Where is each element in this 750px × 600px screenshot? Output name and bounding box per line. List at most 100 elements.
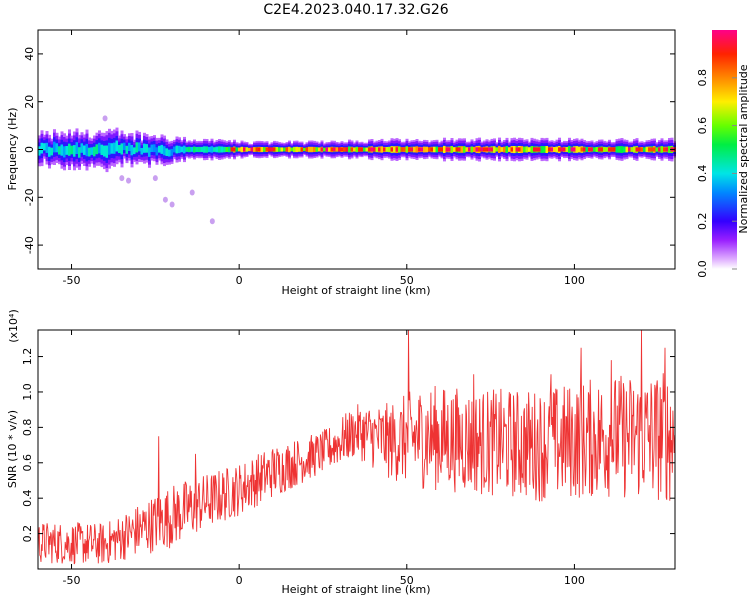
spectrogram-cell xyxy=(105,145,109,158)
spectrogram-cell xyxy=(118,145,121,153)
spectrogram-cell xyxy=(180,146,184,153)
spectrogram-cell xyxy=(660,146,664,153)
spectrogram-cell xyxy=(585,147,589,152)
spectrogram-cell xyxy=(143,143,146,153)
spectrogram-x-tick-label: -50 xyxy=(63,274,81,287)
spectrogram-cell xyxy=(150,144,154,152)
spectrogram-cell xyxy=(80,143,84,153)
snr-x-tick-label: 100 xyxy=(564,574,585,587)
spectrogram-x-tick-label: 0 xyxy=(236,274,243,287)
spectrogram-cell xyxy=(425,146,429,153)
spectrogram-cell xyxy=(245,147,249,152)
spectrogram-cell xyxy=(458,147,461,152)
spectrogram-cell xyxy=(503,146,506,153)
spectrogram-cell xyxy=(333,147,336,152)
spectrogram-cell xyxy=(500,147,504,152)
spectrogram-cell xyxy=(325,147,329,152)
spectrogram-blob xyxy=(152,175,158,182)
colorbar-tick-label: 0.2 xyxy=(696,212,709,230)
spectrogram-cell xyxy=(663,147,666,152)
spectrogram-cell xyxy=(573,147,576,152)
spectrogram-cell xyxy=(533,147,536,152)
spectrogram-cell xyxy=(568,146,571,153)
spectrogram-cell xyxy=(170,148,174,156)
spectrogram-cell xyxy=(190,147,194,152)
spectrogram-cell xyxy=(263,147,266,152)
spectrogram-cell xyxy=(268,147,271,152)
colorbar-ticks: 0.0 0.2 0.4 0.6 0.8 xyxy=(696,69,737,278)
spectrogram-cell xyxy=(233,147,236,152)
spectrogram-cell xyxy=(273,147,276,152)
spectrogram-cell xyxy=(543,146,546,153)
spectrogram-x-tick-label: 100 xyxy=(564,274,585,287)
spectrogram-cell xyxy=(650,147,654,152)
spectrogram-cell xyxy=(548,147,551,152)
spectrogram-cell xyxy=(485,147,489,152)
spectrogram-cell xyxy=(510,147,514,152)
spectrogram-cell xyxy=(165,148,169,156)
spectrogram-cell xyxy=(445,147,449,152)
spectrogram-cell xyxy=(405,146,409,153)
spectrogram-cell xyxy=(540,146,544,153)
spectrogram-cell xyxy=(665,147,669,152)
spectrogram-cell xyxy=(38,146,41,156)
spectrogram-cell xyxy=(538,147,541,152)
spectrogram-cell xyxy=(215,146,219,153)
spectrogram-cell xyxy=(130,145,134,156)
spectrogram-cell xyxy=(600,147,604,152)
spectrogram-cell xyxy=(300,147,304,152)
spectrogram-cell xyxy=(380,146,384,153)
spectrogram-cell xyxy=(278,147,281,152)
spectrogram-cell xyxy=(115,140,119,152)
spectrogram-cell xyxy=(433,146,436,153)
spectrogram-cell xyxy=(185,147,189,152)
spectrogram-cell xyxy=(275,147,279,152)
snr-panel: -50 0 50 100 0.2 0.4 0.6 0.8 1.0 1.2 Height of st… xyxy=(6,309,676,596)
spectrogram-cell xyxy=(440,147,444,152)
spectrogram-cell xyxy=(448,147,451,152)
spectrogram-cell xyxy=(203,146,206,153)
spectrogram-cell xyxy=(618,146,621,153)
spectrogram-cell xyxy=(198,146,201,153)
spectrogram-cell xyxy=(248,147,251,152)
spectrogram-cell xyxy=(583,147,586,152)
spectrogram-cell xyxy=(193,146,196,153)
snr-y-multiplier: (x10⁴) xyxy=(7,309,20,343)
snr-y-tick-label: 0.8 xyxy=(21,419,34,437)
spectrogram-cell xyxy=(623,146,626,153)
spectrogram-y-tick-label: 20 xyxy=(23,95,36,109)
spectrogram-cell xyxy=(195,147,199,152)
spectrogram-cell xyxy=(298,147,301,152)
snr-y-tick-label: 0.4 xyxy=(21,489,34,507)
spectrogram-cell xyxy=(495,147,499,152)
spectrogram-cell xyxy=(628,147,631,152)
spectrogram-cell xyxy=(615,146,619,153)
spectrogram-cell xyxy=(473,146,476,152)
colorbar-tick-label: 0.4 xyxy=(696,165,709,183)
spectrogram-cell xyxy=(633,146,636,153)
spectrogram-cell xyxy=(463,146,466,153)
spectrogram-cell xyxy=(255,147,259,152)
spectrogram-cell xyxy=(613,147,616,152)
spectrogram-cell xyxy=(303,147,306,152)
spectrogram-cell xyxy=(545,146,549,153)
spectrogram-cell xyxy=(605,147,609,152)
spectrogram-cell xyxy=(188,146,191,153)
spectrogram-cell xyxy=(343,147,346,152)
spectrogram-cell xyxy=(58,146,61,155)
spectrogram-cell xyxy=(50,147,54,156)
spectrogram-cell xyxy=(225,147,229,152)
spectrogram-cell xyxy=(295,146,299,153)
spectrogram-cell xyxy=(398,146,401,153)
spectrogram-cell xyxy=(640,147,644,152)
spectrogram-blob xyxy=(119,175,125,182)
spectrogram-cell xyxy=(638,147,641,152)
spectrogram-cell xyxy=(53,141,56,153)
spectrogram-cell xyxy=(593,147,596,152)
chart-title: C2E4.2023.040.17.32.G26 xyxy=(263,2,448,18)
spectrogram-cell xyxy=(230,147,234,152)
spectrogram-cell xyxy=(320,147,324,152)
spectrogram-cell xyxy=(178,145,181,154)
spectrogram-cell xyxy=(250,147,254,152)
colorbar-tick-label: 0.0 xyxy=(696,260,709,278)
